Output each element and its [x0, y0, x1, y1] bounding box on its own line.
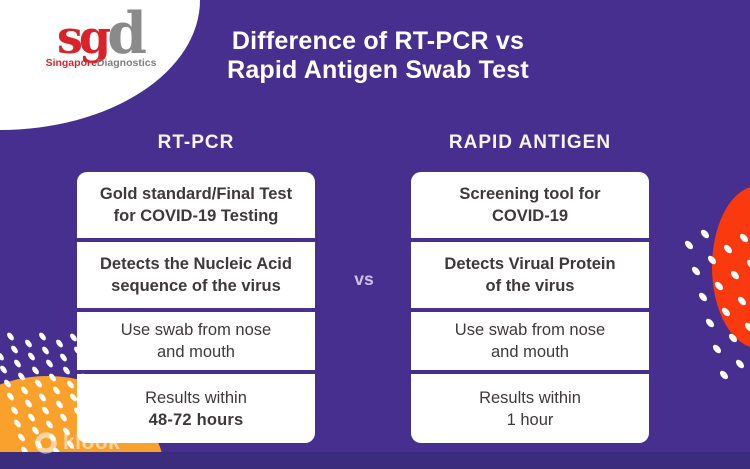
title-line-2: Rapid Antigen Swab Test	[227, 56, 529, 84]
card-text-line: COVID-19	[491, 207, 569, 225]
card-rtpcr-swab: Use swab from nose and mouth	[77, 312, 315, 370]
card-rtpcr-gold-standard: Gold standard/Final Test for COVID-19 Te…	[77, 172, 315, 238]
card-text-line: Detects Virual Protein	[444, 255, 616, 273]
white-dot	[704, 317, 716, 329]
card-text-line: Use swab from nose	[120, 321, 272, 339]
column-header-rapid-antigen: RAPID ANTIGEN	[448, 132, 612, 153]
rapid-antigen-column: Screening tool for COVID-19 Detects Viru…	[411, 172, 649, 443]
white-dot	[37, 331, 47, 342]
card-text-line: Results within	[145, 388, 247, 407]
card-text-line: 1 hour	[506, 410, 554, 429]
vs-label: vs	[354, 269, 374, 289]
white-dot	[12, 357, 23, 369]
column-header-rtpcr: RT-PCR	[157, 132, 235, 153]
white-dot	[40, 344, 51, 356]
card-text-line: Screening tool for	[459, 185, 601, 203]
card-rtpcr-results: Results within 48-72 hours	[77, 374, 315, 443]
sgd-logo: sgd SingaporeDiagnostics	[36, 0, 166, 69]
white-dot	[26, 351, 37, 362]
card-text-line: and mouth	[491, 343, 569, 361]
white-dot	[61, 365, 72, 376]
card-text-line: Results within	[479, 388, 581, 407]
white-dot	[711, 343, 723, 355]
card-text-line: for COVID-19 Testing	[113, 207, 279, 225]
white-dot	[44, 358, 54, 369]
card-rtpcr-detection: Detects the Nucleic Acid sequence of the…	[77, 242, 315, 308]
white-dot	[697, 291, 709, 303]
white-dot	[5, 330, 16, 342]
white-dot	[699, 228, 711, 240]
white-dot	[0, 350, 5, 362]
white-dot	[690, 265, 702, 277]
logo-bubble: sgd SingaporeDiagnostics	[0, 0, 200, 130]
card-antigen-results: Results within 1 hour	[411, 374, 649, 443]
rtpcr-column: Gold standard/Final Test for COVID-19 Te…	[77, 172, 315, 443]
card-antigen-swab: Use swab from nose and mouth	[411, 312, 649, 370]
white-dot	[734, 358, 746, 370]
card-text-line: Detects the Nucleic Acid	[100, 255, 292, 273]
card-text-line: 48-72 hours	[148, 410, 244, 429]
card-antigen-screening: Screening tool for COVID-19	[411, 172, 649, 238]
tagline-diagnostics: Diagnostics	[96, 57, 157, 69]
page-title: Difference of RT-PCR vs Rapid Antigen Sw…	[202, 27, 554, 85]
white-dot	[54, 338, 65, 349]
card-antigen-detection: Detects Virual Protein of the virus	[411, 242, 649, 308]
white-dot	[683, 239, 695, 251]
white-dot	[718, 369, 730, 381]
bottom-band	[0, 452, 750, 469]
white-dot	[30, 364, 40, 376]
tagline-singapore: Singapore	[45, 57, 97, 69]
white-dot	[58, 351, 68, 363]
white-dot	[23, 337, 33, 349]
card-text-line: sequence of the virus	[111, 277, 281, 295]
logo-sg-letters: sg	[57, 10, 111, 64]
brand-tagline: SingaporeDiagnostics	[36, 57, 166, 69]
white-dot	[0, 364, 9, 375]
card-text-line: of the virus	[485, 277, 575, 295]
card-text-line: and mouth	[157, 343, 235, 361]
white-dot	[0, 337, 2, 348]
card-text-line: Use swab from nose	[454, 321, 606, 339]
title-line-1: Difference of RT-PCR vs	[231, 27, 525, 55]
klook-burst-icon	[35, 432, 57, 454]
card-text-line: Gold standard/Final Test	[99, 185, 293, 203]
white-dot	[9, 344, 19, 355]
logo-d-letter: d	[107, 0, 147, 67]
